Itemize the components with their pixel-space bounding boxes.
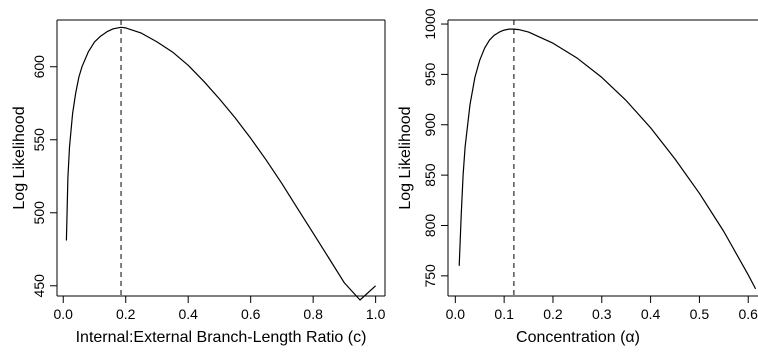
y-tick-label: 900 [422,113,438,137]
x-tick-label: 0.3 [592,306,612,322]
y-axis-title: Log Likelihood [11,106,28,209]
log-likelihood-curve [458,28,757,290]
y-axis-title: Log Likelihood [397,106,414,209]
right-chart-panel: 0.0 0.1 0.2 0.3 0.4 0.5 0.6 750 800 850 900 950 1000… [397,8,758,346]
x-tick-label: 0.0 [446,306,466,322]
x-tick-label: 0.5 [690,306,710,322]
y-tick-label: 750 [422,264,438,288]
log-likelihood-curve [65,26,377,301]
y-tick-label: 450 [31,274,47,298]
x-tick-label: 0.2 [543,306,563,322]
x-tick-label: 0.8 [303,306,323,322]
y-tick-label: 850 [422,163,438,187]
x-tick-label: 0.6 [241,306,261,322]
y-tick-label: 500 [31,201,47,225]
x-tick-label: 0.4 [178,306,198,322]
y-tick-label: 800 [422,214,438,238]
x-axis-title: Internal:External Branch-Length Ratio (c… [76,329,367,346]
x-tick-label: 0.1 [494,306,514,322]
y-tick-label: 1000 [422,8,438,39]
y-tick-label: 550 [31,128,47,152]
x-tick-label: 0.0 [54,306,74,322]
x-tick-label: 1.0 [366,306,386,322]
y-tick-label: 950 [422,63,438,87]
x-tick-label: 0.2 [116,306,136,322]
y-tick-label: 600 [31,55,47,79]
x-tick-label: 0.6 [739,306,758,322]
x-tick-label: 0.4 [641,306,661,322]
left-chart-panel: 0.0 0.2 0.4 0.6 0.8 1.0 450 500 550 600 Internal:E… [11,19,386,346]
x-axis-title: Concentration (α) [516,329,640,346]
